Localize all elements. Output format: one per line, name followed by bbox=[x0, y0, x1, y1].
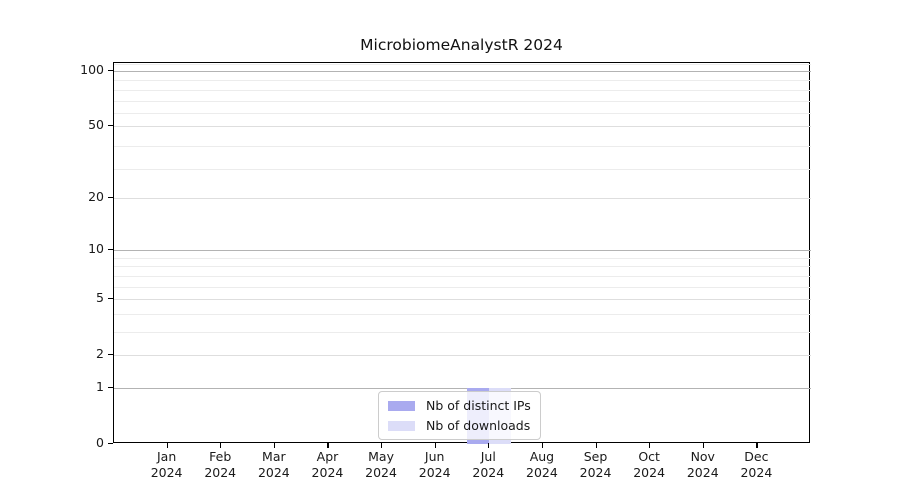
x-tick-label: Apr 2024 bbox=[311, 449, 344, 480]
x-tick-label: Sep 2024 bbox=[579, 449, 612, 480]
major-gridline bbox=[114, 355, 811, 357]
legend-entry: Nb of distinct IPs bbox=[388, 398, 531, 413]
major-gridline bbox=[114, 387, 811, 389]
major-gridline bbox=[114, 126, 811, 128]
y-tick-label: 10 bbox=[88, 241, 104, 257]
x-tick-mark bbox=[166, 443, 168, 448]
x-tick-mark bbox=[220, 443, 222, 448]
major-gridline bbox=[114, 71, 811, 73]
y-tick-mark bbox=[108, 197, 113, 199]
x-tick-label: Feb 2024 bbox=[204, 449, 237, 480]
y-tick-label: 5 bbox=[96, 290, 104, 306]
x-tick-mark bbox=[595, 443, 597, 448]
minor-gridline bbox=[114, 113, 811, 115]
major-gridline bbox=[114, 299, 811, 301]
minor-gridline bbox=[114, 275, 811, 277]
legend-entry: Nb of downloads bbox=[388, 418, 531, 433]
y-tick-label: 20 bbox=[88, 189, 104, 204]
plot-area bbox=[113, 62, 811, 444]
minor-gridline bbox=[114, 257, 811, 259]
major-gridline bbox=[114, 250, 811, 252]
y-tick-mark bbox=[108, 386, 113, 389]
x-tick-label: May 2024 bbox=[365, 449, 397, 480]
minor-gridline bbox=[114, 313, 811, 315]
y-tick-label: 100 bbox=[80, 62, 104, 78]
x-tick-label: Oct 2024 bbox=[633, 449, 666, 480]
y-tick-mark bbox=[108, 443, 113, 445]
chart-title: MicrobiomeAnalystR 2024 bbox=[360, 36, 563, 54]
y-tick-mark bbox=[108, 249, 113, 251]
x-tick-mark bbox=[756, 443, 758, 448]
minor-gridline bbox=[114, 266, 811, 268]
y-tick-label: 2 bbox=[96, 346, 104, 362]
x-tick-mark bbox=[434, 443, 436, 448]
legend: Nb of distinct IPs Nb of downloads bbox=[378, 391, 541, 440]
minor-gridline bbox=[114, 286, 811, 288]
x-tick-label: Jul 2024 bbox=[472, 449, 505, 480]
legend-swatch bbox=[388, 420, 415, 431]
x-tick-label: Aug 2024 bbox=[526, 449, 558, 480]
legend-label: Nb of downloads bbox=[426, 418, 531, 433]
minor-gridline bbox=[114, 80, 811, 82]
minor-gridline bbox=[114, 89, 811, 91]
y-tick-mark bbox=[108, 125, 113, 127]
x-tick-mark bbox=[381, 443, 383, 448]
major-gridline bbox=[114, 198, 811, 199]
minor-gridline bbox=[114, 64, 811, 66]
y-tick-label: 0 bbox=[96, 435, 104, 450]
minor-gridline bbox=[114, 100, 811, 102]
y-tick-mark bbox=[108, 70, 113, 72]
x-tick-label: Nov 2024 bbox=[686, 449, 719, 480]
y-tick-mark bbox=[108, 354, 113, 356]
x-tick-mark bbox=[327, 443, 329, 448]
x-tick-label: Jun 2024 bbox=[418, 449, 451, 480]
minor-gridline bbox=[114, 169, 811, 171]
x-tick-mark bbox=[702, 443, 704, 448]
legend-label: Nb of distinct IPs bbox=[426, 398, 531, 413]
y-tick-label: 50 bbox=[88, 117, 104, 133]
x-tick-mark bbox=[649, 443, 651, 448]
x-tick-mark bbox=[273, 443, 276, 448]
minor-gridline bbox=[114, 331, 811, 333]
y-tick-label: 1 bbox=[96, 378, 104, 394]
x-tick-mark bbox=[541, 443, 544, 448]
x-tick-mark bbox=[488, 443, 490, 448]
minor-gridline bbox=[114, 145, 811, 147]
y-tick-mark bbox=[108, 298, 113, 300]
x-tick-label: Mar 2024 bbox=[257, 449, 290, 480]
x-tick-label: Jan 2024 bbox=[150, 449, 183, 480]
x-tick-label: Dec 2024 bbox=[740, 449, 773, 480]
legend-swatch bbox=[388, 400, 415, 411]
